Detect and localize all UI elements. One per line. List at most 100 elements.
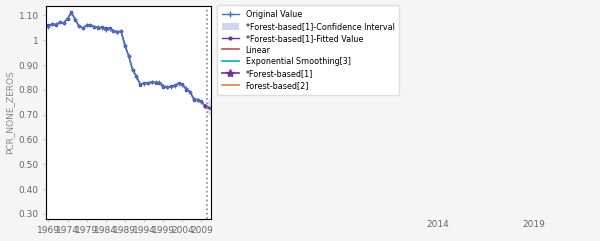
*Forest-based[1]-Fitted Value <box>129 68 136 71</box>
*Forest-based[1]-Fitted Value <box>113 30 121 33</box>
*Forest-based[1]-Fitted Value <box>106 27 113 30</box>
*Forest-based[1]-Fitted Value <box>145 82 152 85</box>
Linear <box>244 117 251 120</box>
*Forest-based[1]-Fitted Value <box>163 85 170 88</box>
Original Value <box>160 84 167 87</box>
Original Value <box>171 85 178 88</box>
*Forest-based[1]-Fitted Value <box>60 22 67 25</box>
Original Value <box>68 12 75 14</box>
*Forest-based[1]-Fitted Value <box>198 100 205 102</box>
Original Value <box>202 105 209 108</box>
Original Value <box>118 30 125 33</box>
*Forest-based[1]-Fitted Value <box>152 81 159 84</box>
*Forest-based[1]-Fitted Value <box>182 88 190 91</box>
Original Value <box>148 80 155 83</box>
Original Value <box>98 27 106 29</box>
*Forest-based[1]-Fitted Value <box>118 30 125 33</box>
Original Value <box>194 98 201 101</box>
*Forest-based[1]-Fitted Value <box>140 81 148 84</box>
*Forest-based[1]-Fitted Value <box>167 85 175 88</box>
Original Value <box>49 22 56 25</box>
*Forest-based[1]-Fitted Value <box>45 24 52 27</box>
Original Value <box>163 86 170 88</box>
Original Value <box>198 100 205 103</box>
*Forest-based[1]-Fitted Value <box>83 24 90 27</box>
*Forest-based[1]-Fitted Value <box>187 90 194 93</box>
*Forest-based[1]-Fitted Value <box>133 74 140 77</box>
Exponential Smoothing[3] <box>244 115 251 118</box>
Line: Exponential Smoothing[3]: Exponential Smoothing[3] <box>205 107 247 117</box>
Original Value <box>156 81 163 84</box>
*Forest-based[1]-Fitted Value <box>64 17 71 20</box>
Original Value <box>64 17 71 20</box>
Original Value <box>102 29 109 32</box>
*Forest-based[1]-Fitted Value <box>87 23 94 26</box>
Text: 2014: 2014 <box>427 220 449 228</box>
Original Value <box>167 86 175 88</box>
Original Value <box>60 21 67 24</box>
*Forest-based[1]-Fitted Value <box>110 29 117 32</box>
Line: Linear: Linear <box>205 107 247 118</box>
Original Value <box>87 24 94 27</box>
Line: *Forest-based[1]-Fitted Value: *Forest-based[1]-Fitted Value <box>47 11 206 107</box>
Original Value <box>79 27 86 29</box>
Linear <box>202 105 209 108</box>
Original Value <box>113 30 121 33</box>
*Forest-based[1]-Fitted Value <box>56 20 64 23</box>
*Forest-based[1]-Fitted Value <box>95 26 102 29</box>
*Forest-based[1] <box>244 124 251 127</box>
*Forest-based[1]-Fitted Value <box>76 25 83 28</box>
*Forest-based[1]-Fitted Value <box>171 84 178 87</box>
Original Value <box>129 68 136 71</box>
Original Value <box>121 44 128 47</box>
Original Value <box>95 26 102 28</box>
*Forest-based[1]-Fitted Value <box>52 24 59 27</box>
Original Value <box>133 75 140 78</box>
Forest-based[2] <box>202 105 209 108</box>
*Forest-based[1]-Fitted Value <box>121 45 128 47</box>
*Forest-based[1]-Fitted Value <box>79 27 86 29</box>
Original Value <box>76 25 83 28</box>
Original Value <box>71 18 79 20</box>
Original Value <box>145 82 152 85</box>
Y-axis label: PCR_NONE_ZEROS: PCR_NONE_ZEROS <box>5 70 14 154</box>
Forest-based[2] <box>244 126 251 129</box>
*Forest-based[1]-Fitted Value <box>190 98 197 101</box>
Original Value <box>190 97 197 100</box>
Original Value <box>52 23 59 26</box>
*Forest-based[1]-Fitted Value <box>98 26 106 28</box>
*Forest-based[1]-Fitted Value <box>91 25 98 28</box>
Line: Original Value: Original Value <box>46 11 208 109</box>
Original Value <box>45 25 52 28</box>
*Forest-based[1]-Fitted Value <box>175 82 182 85</box>
*Forest-based[1]-Fitted Value <box>49 23 56 26</box>
Exponential Smoothing[3] <box>202 105 209 108</box>
Line: Forest-based[2]: Forest-based[2] <box>205 107 247 127</box>
Original Value <box>187 90 194 93</box>
Text: 2019: 2019 <box>523 220 545 228</box>
Original Value <box>140 82 148 85</box>
*Forest-based[1]-Fitted Value <box>160 86 167 89</box>
Original Value <box>106 27 113 30</box>
Original Value <box>137 83 144 86</box>
*Forest-based[1]-Fitted Value <box>156 81 163 84</box>
*Forest-based[1]-Fitted Value <box>179 83 186 86</box>
*Forest-based[1]-Fitted Value <box>137 84 144 87</box>
Original Value <box>110 29 117 32</box>
*Forest-based[1]-Fitted Value <box>68 11 75 14</box>
*Forest-based[1]-Fitted Value <box>194 98 201 101</box>
*Forest-based[1]-Fitted Value <box>102 27 109 30</box>
Original Value <box>83 24 90 27</box>
Original Value <box>125 55 133 58</box>
Original Value <box>56 21 64 24</box>
Original Value <box>175 82 182 85</box>
Original Value <box>91 25 98 28</box>
*Forest-based[1]-Fitted Value <box>125 54 133 57</box>
*Forest-based[1]-Fitted Value <box>148 81 155 84</box>
*Forest-based[1]-Fitted Value <box>71 18 79 21</box>
Original Value <box>152 81 159 84</box>
Original Value <box>179 84 186 87</box>
Original Value <box>182 87 190 90</box>
*Forest-based[1]-Fitted Value <box>202 105 209 108</box>
Line: *Forest-based[1]: *Forest-based[1] <box>204 105 249 127</box>
